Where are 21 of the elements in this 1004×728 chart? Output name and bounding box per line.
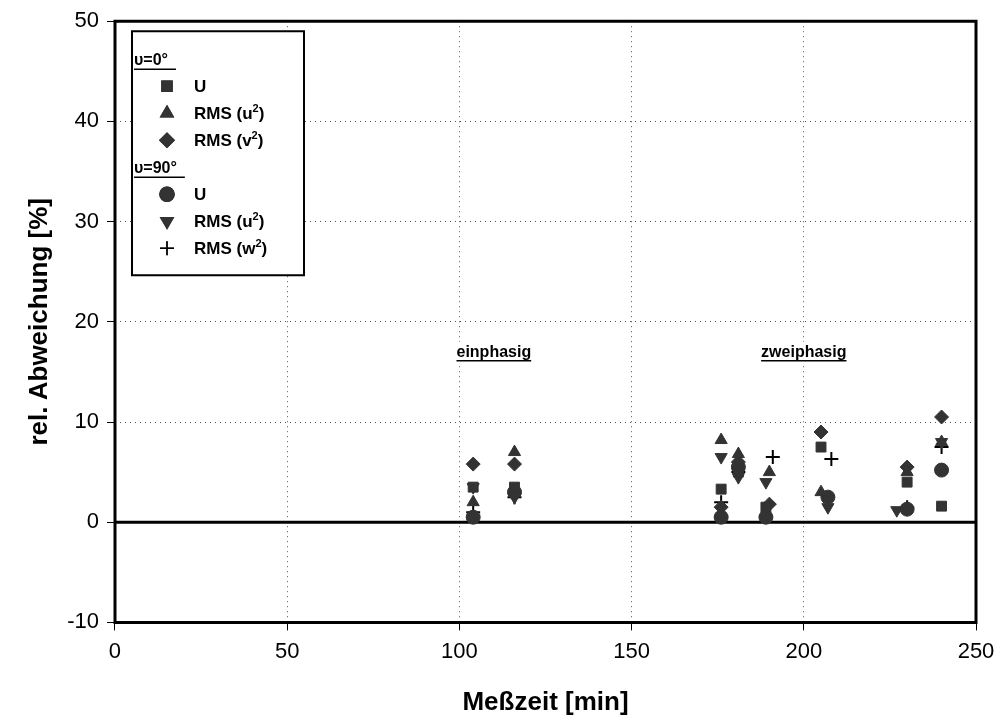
annotation: zweiphasig [761, 342, 847, 360]
y-tick-label: 50 [74, 7, 99, 33]
x-tick-label: 50 [274, 637, 300, 663]
annotation: υ=0° [134, 51, 168, 69]
annotation: υ=90° [134, 159, 177, 177]
x-tick-label: 100 [441, 637, 478, 663]
y-tick-label: -10 [67, 608, 99, 634]
y-tick-label: 10 [74, 408, 99, 434]
y-tick-label: 20 [74, 307, 99, 333]
y-tick-label: 40 [74, 107, 99, 133]
x-axis-title: Meßzeit [min] [462, 685, 629, 716]
legend-label: U [194, 185, 207, 205]
legend-label: U [194, 77, 207, 97]
y-tick-label: 0 [86, 508, 99, 534]
x-tick-label: 150 [613, 637, 650, 663]
x-tick-label: 200 [785, 637, 823, 663]
x-tick-label: 0 [108, 637, 122, 663]
x-tick-label: 250 [957, 637, 995, 663]
annotation: einphasig [456, 342, 532, 360]
y-axis-title: rel. Abweichung [%] [22, 198, 53, 446]
y-tick-label: 30 [74, 207, 99, 233]
